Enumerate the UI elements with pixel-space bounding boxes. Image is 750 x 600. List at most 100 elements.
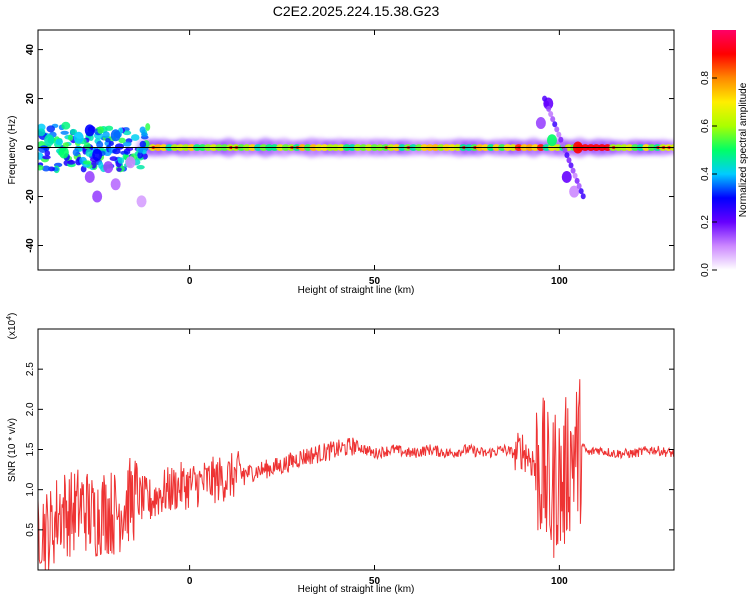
spectrogram-noise-cell [109,156,118,161]
snr-x-tick-label: 100 [551,576,568,587]
spectrogram-feature [125,156,136,169]
spectrogram-noise-cell [38,152,44,160]
spectrogram-noise-cell [55,138,64,146]
snr-y-multiplier-base: (x10 [7,319,18,339]
snr-y-multiplier-exponent: 4 [6,316,13,320]
spectrogram-streak-cell [560,141,566,148]
colorbar-tick-label: 0.8 [700,71,711,85]
spectrogram-noise-cell [108,140,114,147]
spectrogram-noise-cell [117,157,125,164]
spectrogram-streak-cell [562,147,568,153]
spectrogram-streak-cell [578,188,584,195]
spectrogram-streak-cell [554,126,560,133]
spectrogram-feature [110,178,121,191]
snr-x-ticks: 0 50 100 [187,329,568,587]
spectrogram-noise-cell [139,140,147,148]
snr-panel: 0 50 100 0.5 1.0 1.5 2.0 2.5 Height of straigh… [6,313,675,595]
spectrogram-noise-cell [67,160,76,165]
spectrogram-y-axis-label: Frequency (Hz) [7,116,18,185]
spectrogram-x-ticks: 0 50 100 [187,30,568,287]
spectrogram-noise-cell [116,167,122,172]
snr-y-tick-label: 2.0 [25,402,36,416]
spectrogram-feature [546,134,557,147]
spectrogram-streak-cell [580,193,586,200]
spectrogram-noise-cell [46,125,56,133]
snr-y-tick-label: 1.0 [25,482,36,496]
spectrogram-noise-cell [42,155,51,160]
spectrogram-feature [535,117,546,130]
spectrogram-streak-cell [542,95,548,102]
spectrogram-noise-cell [62,142,70,148]
colorbar-tick-label: 0.4 [700,167,711,181]
colorbar-gradient [712,30,736,270]
spectrogram-noise-cell [61,121,71,130]
spectrogram-streak-cell [556,131,562,138]
snr-x-axis-label: Height of straight line (km) [298,584,415,595]
spectrogram-feature [569,185,580,198]
spectrogram-noise-cell [145,123,151,131]
spectrogram-noise-cell [96,140,104,149]
spectrogram-noise-cell [43,146,50,152]
spectrogram-noise-cell [82,160,92,165]
spectrogram-noise-cell [139,126,146,134]
spectrogram-panel: 0 50 100 -40 -20 0 20 40 Height of straight li… [7,29,675,296]
spectrogram-noise-cell [102,131,110,139]
spectrogram-noise-cell [60,130,69,135]
spectrogram-y-tick-label: -20 [25,189,36,204]
spectrogram-streak-cell [552,121,558,128]
colorbar-tick-label: 0.0 [700,263,711,277]
spectrogram-feature [136,195,147,208]
spectrogram-noise-cell [141,132,148,137]
spectrogram-feature [84,124,95,137]
spectrogram-feature [73,131,84,144]
spectrogram-streak-cell [548,111,554,117]
spectrogram-noise-cell [130,134,140,141]
snr-x-tick-label: 0 [187,576,193,587]
snr-x-tick-label: 50 [369,576,381,587]
spectrogram-streak-cell [572,172,578,179]
spectrogram-noise-cell [118,137,126,144]
spectrogram-feature [84,170,95,183]
spectrogram-noise-cell [136,164,145,170]
spectrogram-streak-cell [568,162,574,169]
spectrogram-noise-cell [105,137,111,143]
spectrogram-y-tick-label: 20 [25,93,36,105]
snr-y-axis-label: SNR (10 * v/v) [7,418,18,482]
spectrogram-noise-cell [44,150,51,157]
spectrogram-noise-cell [137,151,143,159]
snr-y-multiplier-close: ) [7,313,18,316]
snr-series-line [38,379,674,570]
spectrogram-x-tick-label: 50 [369,276,381,287]
spectrogram-streak-cell [564,152,570,159]
spectrogram-noise-cell [112,148,121,155]
spectrogram-x-axis-label: Height of straight line (km) [298,285,415,296]
spectrogram-feature [44,134,55,147]
spectrogram-streak-cell [550,116,556,123]
spectrogram-streak-cell [574,177,580,184]
spectrogram-y-ticks: -40 -20 0 20 40 [25,44,674,253]
spectrogram-noise-cell [122,141,132,147]
spectrogram-frame [37,29,675,271]
snr-y-tick-label: 2.5 [25,362,36,376]
spectrogram-y-tick-label: 40 [25,44,36,56]
spectrogram-noise-cell [85,149,93,157]
spectrogram-noise-cell [122,130,132,136]
spectrogram-streak-cell [558,136,564,143]
spectrogram-noise-cell [67,134,74,141]
spectrogram-feature [561,170,572,183]
snr-y-tick-label: 0.5 [25,522,36,536]
colorbar-label: Normalized spectral amplitude [738,82,749,217]
spectrogram-streak-cell [570,167,576,174]
colorbar-ticks: 0.0 0.2 0.4 0.6 0.8 [700,71,717,277]
snr-y-tick-label: 1.5 [25,442,36,456]
spectrogram-noise-cell [97,126,104,134]
spectrogram-feature [103,161,114,174]
spectrogram-feature [92,148,103,161]
spectrogram-y-tick-label: -40 [25,238,36,253]
colorbar-tick-label: 0.2 [700,215,711,229]
snr-y-ticks: 0.5 1.0 1.5 2.0 2.5 [25,362,674,537]
spectrogram-x-tick-label: 0 [187,276,193,287]
colorbar: 0.0 0.2 0.4 0.6 0.8 Normalized spectral ampl… [700,30,749,277]
spectrogram-streak-cell [546,105,552,112]
